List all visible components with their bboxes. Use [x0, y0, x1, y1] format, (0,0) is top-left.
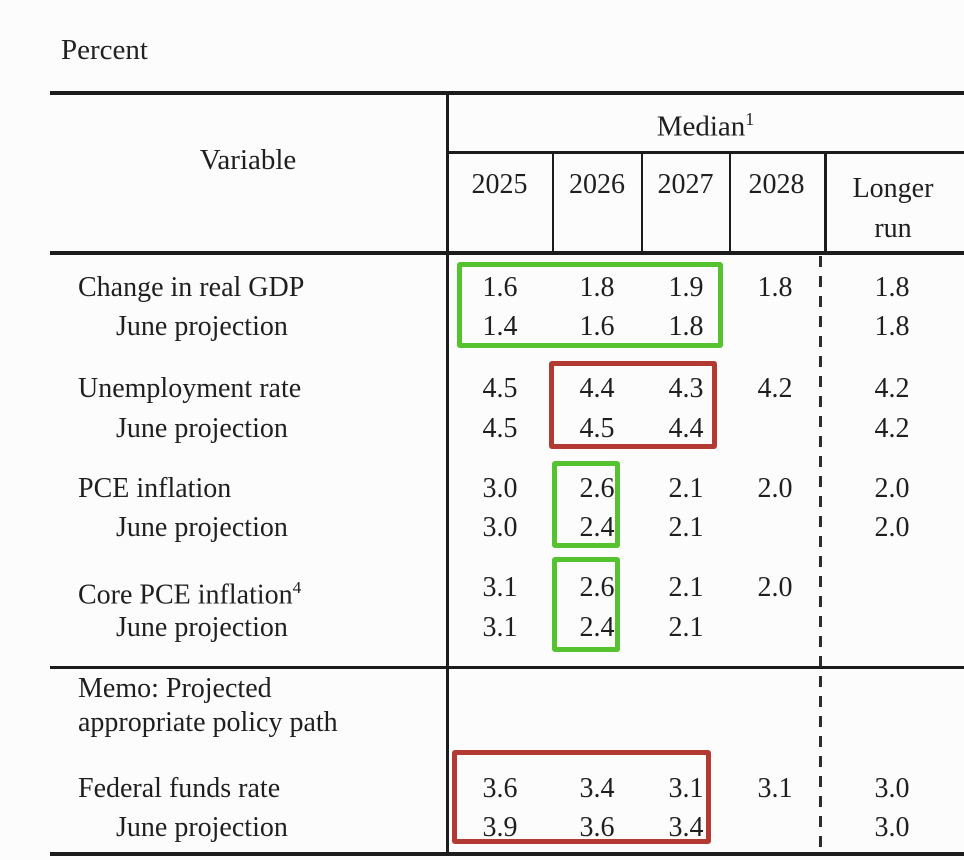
table-row-gdp-june: June projection 1.4 1.6 1.8 1.8: [0, 310, 964, 344]
row-label: June projection: [116, 311, 288, 342]
cell-longer-run: 4.2: [874, 413, 910, 444]
row-label: Core PCE inflation4: [78, 571, 301, 612]
table-row-fed-funds-rate: Federal funds rate 3.6 3.4 3.1 3.1 3.0: [0, 772, 964, 806]
row-label: Federal funds rate: [78, 773, 281, 804]
cell-2025: 4.5: [482, 373, 518, 404]
cell-2026: 1.6: [579, 311, 615, 342]
column-header-2025: 2025: [471, 169, 528, 200]
cell-2026: 2.4: [579, 612, 615, 643]
cell-2025: 3.9: [482, 812, 518, 843]
cell-2025: 3.0: [482, 473, 518, 504]
year-divider-2025-2026: [552, 153, 554, 251]
table-row-core-pce-inflation: Core PCE inflation4 3.1 2.6 2.1 2.0: [0, 571, 964, 610]
row-label: June projection: [116, 512, 288, 543]
memo-separator-rule: [50, 666, 964, 669]
cell-2026: 2.6: [579, 473, 615, 504]
year-divider-2027-2028: [729, 153, 731, 251]
cell-2027: 2.1: [668, 473, 704, 504]
cell-2028: 2.0: [757, 473, 793, 504]
median-underline-rule: [446, 151, 964, 154]
table-row-core-pce-inflation-june: June projection 3.1 2.4 2.1: [0, 611, 964, 645]
table-bottom-rule: [50, 852, 964, 856]
cell-2025: 3.6: [482, 773, 518, 804]
column-header-2028: 2028: [748, 169, 805, 200]
cell-2026: 2.6: [579, 572, 615, 603]
variable-column-header: Variable: [199, 144, 297, 176]
table-top-rule: [50, 91, 964, 95]
cell-2025: 1.6: [482, 272, 518, 303]
table-row-gdp: Change in real GDP 1.6 1.8 1.9 1.8 1.8: [0, 271, 964, 305]
unit-label: Percent: [61, 34, 148, 66]
cell-longer-run: 3.0: [874, 773, 910, 804]
longer-run-dashed-divider: [819, 256, 822, 852]
cell-2028: 1.8: [757, 272, 793, 303]
cell-2026: 2.4: [579, 512, 615, 543]
median-footnote-marker: 1: [745, 109, 755, 129]
cell-longer-run: 3.0: [874, 812, 910, 843]
highlight-box-core-pce-green: [552, 557, 620, 652]
cell-2028: 3.1: [757, 773, 793, 804]
highlight-box-fed-funds-red: [452, 750, 711, 844]
cell-2026: 4.5: [579, 413, 615, 444]
cell-2027: 1.8: [668, 311, 704, 342]
row-label: Change in real GDP: [78, 272, 305, 303]
cell-2026: 4.4: [579, 373, 615, 404]
column-header-2027: 2027: [657, 169, 714, 200]
highlight-box-gdp-green: [457, 262, 723, 348]
row-label: PCE inflation: [78, 473, 232, 504]
table-row-unemployment: Unemployment rate 4.5 4.4 4.3 4.2 4.2: [0, 372, 964, 406]
cell-2025: 1.4: [482, 311, 518, 342]
cell-2027: 2.1: [668, 572, 704, 603]
cell-longer-run: 2.0: [874, 512, 910, 543]
cell-2027: 4.3: [668, 373, 704, 404]
row-label: June projection: [116, 612, 288, 643]
column-header-longer-run: Longer run: [852, 173, 934, 244]
cell-2025: 3.0: [482, 512, 518, 543]
row-label: Unemployment rate: [78, 373, 302, 404]
table-row-unemployment-june: June projection 4.5 4.5 4.4 4.2: [0, 412, 964, 446]
median-label: Median: [656, 110, 746, 143]
core-pce-label: Core PCE inflation: [78, 579, 293, 611]
cell-2025: 4.5: [482, 413, 518, 444]
cell-2027: 1.9: [668, 272, 704, 303]
cell-2027: 4.4: [668, 413, 704, 444]
row-label: June projection: [116, 812, 288, 843]
column-header-2026: 2026: [569, 169, 625, 200]
median-group-header: Median1: [447, 109, 964, 144]
year-divider-2026-2027: [641, 153, 643, 251]
cell-2026: 3.6: [579, 812, 615, 843]
cell-2025: 3.1: [482, 612, 518, 643]
cell-2028: 4.2: [757, 373, 793, 404]
highlight-box-pce-green: [552, 461, 620, 548]
highlight-box-unemployment-red: [549, 361, 717, 449]
cell-2026: 3.4: [579, 773, 615, 804]
table-row-pce-inflation-june: June projection 3.0 2.4 2.1 2.0: [0, 511, 964, 545]
memo-text: appropriate policy path: [78, 707, 338, 738]
cell-longer-run: 4.2: [874, 373, 910, 404]
cell-2025: 3.1: [482, 572, 518, 603]
memo-line-1: Memo: Projected: [0, 672, 964, 706]
cell-2026: 1.8: [579, 272, 615, 303]
cell-longer-run: 1.8: [874, 311, 910, 342]
table-row-fed-funds-rate-june: June projection 3.9 3.6 3.4 3.0: [0, 811, 964, 845]
year-divider-2028-longer-run: [824, 153, 827, 251]
core-pce-footnote-marker: 4: [292, 578, 302, 597]
row-label: June projection: [116, 413, 288, 444]
cell-2027: 2.1: [668, 612, 704, 643]
memo-text: Memo: Projected: [78, 673, 272, 704]
cell-2027: 3.1: [668, 773, 704, 804]
cell-longer-run: 2.0: [874, 473, 910, 504]
memo-line-2: appropriate policy path: [0, 706, 964, 740]
cell-2028: 2.0: [757, 572, 793, 603]
header-bottom-rule: [50, 251, 964, 255]
cell-2027: 3.4: [668, 812, 704, 843]
table-row-pce-inflation: PCE inflation 3.0 2.6 2.1 2.0 2.0: [0, 472, 964, 506]
cell-longer-run: 1.8: [874, 272, 910, 303]
cell-2027: 2.1: [668, 512, 704, 543]
variable-column-rule: [446, 91, 449, 856]
